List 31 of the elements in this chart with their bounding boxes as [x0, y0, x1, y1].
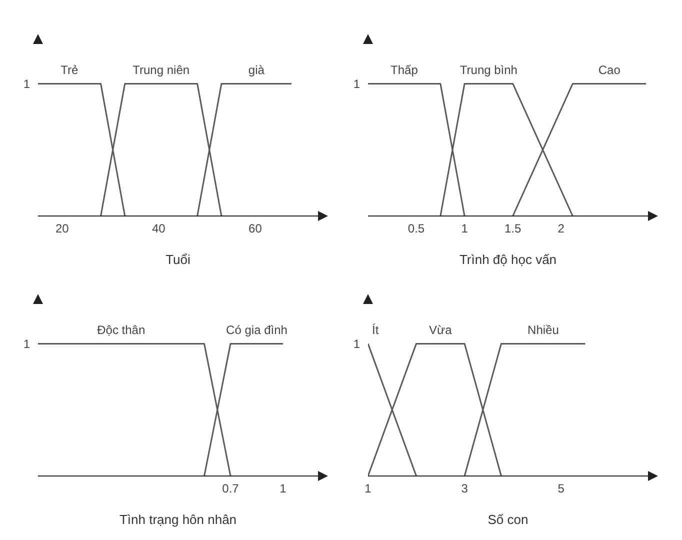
series-label: Trẻ — [60, 62, 78, 77]
x-tick-label: 1 — [280, 482, 287, 496]
series-label: Nhiều — [528, 322, 559, 337]
x-axis-title: Trình độ học vấn — [459, 252, 557, 267]
series-label: Trung niên — [132, 62, 190, 77]
x-tick-label: 40 — [152, 222, 166, 236]
x-axis-title: Số con — [488, 512, 528, 527]
x-tick-label: 1 — [461, 222, 468, 236]
x-tick-label: 0.7 — [222, 482, 240, 496]
x-axis-title: Tuổi — [166, 252, 191, 267]
series-label: Ít — [372, 322, 379, 337]
x-tick-label: 1.5 — [504, 222, 522, 236]
x-tick-label: 1 — [364, 482, 372, 496]
x-tick-label: 2 — [558, 222, 565, 236]
series-label: Độc thân — [97, 322, 146, 337]
series-label: già — [248, 62, 264, 77]
x-tick-label: 20 — [55, 222, 70, 236]
series-label: Vừa — [429, 322, 452, 337]
x-tick-label: 0.5 — [408, 222, 425, 236]
annotation: 1 — [353, 76, 360, 91]
x-tick-label: 60 — [248, 222, 262, 236]
series-label: Cao — [598, 62, 620, 77]
annotation: 1 — [23, 76, 30, 91]
x-tick-label: 5 — [558, 482, 565, 496]
x-axis-title: Tình trạng hôn nhân — [119, 512, 237, 527]
annotation: 1 — [353, 336, 360, 351]
series-label: Thấp — [390, 62, 418, 77]
series-label: Trung bình — [460, 62, 518, 77]
x-tick-label: 3 — [461, 482, 468, 496]
series-label: Có gia đình — [226, 322, 288, 337]
annotation: 1 — [23, 336, 30, 351]
